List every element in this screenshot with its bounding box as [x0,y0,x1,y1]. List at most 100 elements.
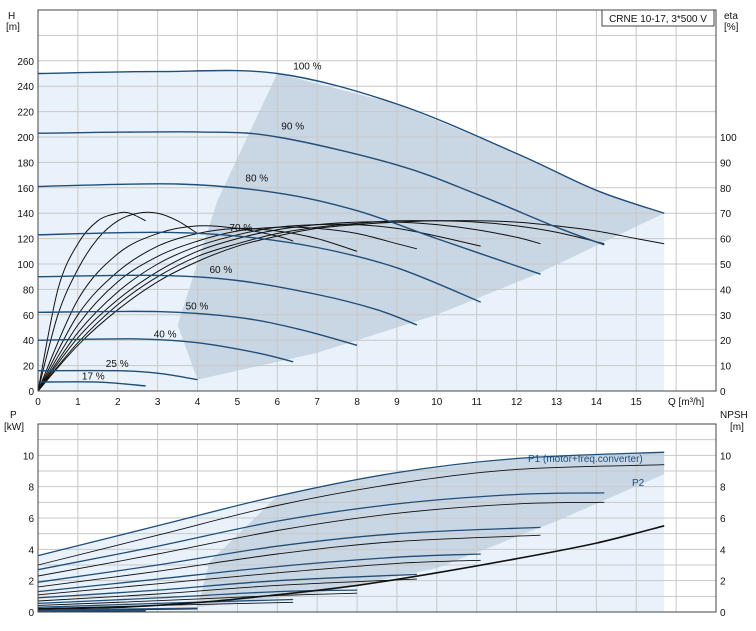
chart-title: CRNE 10-17, 3*500 V [609,14,707,25]
operating-region [38,70,665,392]
npsh-tick-label: 0 [720,608,726,619]
x-tick-label: 0 [35,397,41,408]
head-curve-40 [37,338,294,363]
power-operating-shape [197,452,665,608]
head-grid [37,9,717,392]
head-curve-70 [37,231,481,303]
head-tick-label: 100 [17,260,34,271]
eta-tick-label: 100 [720,133,737,144]
head-curve-100 [37,69,665,214]
p1-curve-90 [37,492,605,571]
x-tick-label: 15 [631,397,643,408]
npsh-axis-label-line2: [m] [730,422,744,433]
speed-label: 100 % [293,62,321,73]
eta-tick-label: 20 [720,336,732,347]
eta-tick-label: 80 [720,184,732,195]
npsh-tick-label: 6 [720,514,726,525]
npsh-tick-label: 2 [720,577,726,588]
head-tick-label: 60 [23,311,35,322]
x-axis-label: Q [m³/h] [668,397,704,408]
head-tick-label: 160 [17,184,34,195]
head-plot-frame [37,9,717,392]
eta-tick-label: 10 [720,362,732,373]
head-tick-label: 40 [23,336,35,347]
npsh-axis-label-line1: NPSH [720,410,748,421]
power-npsh-panel: 0 2 4 6 8 10 0 2 4 6 8 10 P [kW] NPSH [m] P1 (motor… [4,410,748,619]
eta-tick-label: 70 [720,209,732,220]
head-tick-label: 80 [23,285,35,296]
x-tick-label: 2 [115,397,121,408]
head-axis-labels: 100 %90 %80 %70 %60 %50 %40 %25 %17 %0 1 2… [17,57,737,408]
speed-label: 50 % [186,302,209,313]
head-axis-label-line2: [m] [6,22,20,33]
eta-axis-label-line2: [%] [724,22,739,33]
power-tick-label: 6 [28,514,34,525]
p1-curve-100 [37,451,665,557]
power-axis-labels: 0 2 4 6 8 10 0 2 4 6 8 10 [23,451,732,619]
speed-label: 80 % [245,173,268,184]
power-tick-label: 10 [23,451,35,462]
efficiency-curve-60 [37,226,418,392]
x-tick-label: 10 [431,397,443,408]
speed-label: 40 % [154,330,177,341]
speed-label: 17 % [82,372,105,383]
head-tick-label: 20 [23,362,35,373]
head-curve-25 [37,369,198,381]
x-tick-label: 5 [235,397,241,408]
head-curve-80 [37,183,541,275]
x-tick-label: 11 [472,397,483,408]
speed-label: 70 % [229,223,252,234]
x-tick-label: 8 [354,397,360,408]
p1-curve-25 [37,607,198,611]
npsh-curve [37,525,665,610]
head-tick-label: 180 [17,158,34,169]
p1-series-label: P1 (motor+freq.converter) [528,454,643,465]
operating-region-shape [177,73,665,380]
head-tick-label: 200 [17,133,34,144]
power-axis-label-line1: P [10,410,17,421]
efficiency-curve-40 [37,225,294,392]
head-efficiency-panel: 100 %90 %80 %70 %60 %50 %40 %25 %17 %0 1 2… [6,9,739,408]
power-curves [37,451,665,612]
p1-curve-17 [37,609,146,612]
x-tick-label: 6 [275,397,281,408]
p2-curve-50 [37,592,358,606]
power-axis-label-line2: [kW] [4,422,24,433]
x-tick-label: 1 [75,397,81,408]
efficiency-curve-90 [37,220,605,392]
head-tick-label: 120 [17,235,34,246]
head-curve-50 [37,310,358,346]
power-tick-label: 2 [28,577,34,588]
head-curves [37,69,665,387]
eta-axis-label-line1: eta [724,11,738,22]
speed-label: 25 % [106,359,129,370]
speed-label: 90 % [281,121,304,132]
eta-tick-label: 90 [720,158,732,169]
eta-tick-label: 30 [720,311,732,322]
p1-curve-60 [37,573,417,599]
p2-curve-70 [37,559,481,596]
speed-label: 60 % [210,265,233,276]
head-axis-label-line1: H [8,11,15,22]
p1-curve-70 [37,553,481,593]
power-plot-frame [37,423,717,613]
p2-curve-90 [37,501,605,577]
p1-curve-40 [37,598,294,608]
x-tick-label: 12 [511,397,523,408]
power-operating-region [38,452,665,612]
head-tick-label: 260 [17,57,34,68]
head-curve-90 [37,131,605,246]
p1-curve-80 [37,526,541,583]
x-tick-label: 7 [314,397,320,408]
x-tick-label: 13 [551,397,563,408]
head-tick-label: 240 [17,82,34,93]
power-tick-label: 4 [28,545,34,556]
head-curve-17 [37,381,146,387]
x-tick-label: 4 [195,397,201,408]
power-tick-label: 0 [28,608,34,619]
efficiency-curve-17 [37,211,146,392]
npsh-tick-label: 10 [720,451,732,462]
npsh-tick-label: 4 [720,545,726,556]
eta-tick-label: 60 [720,235,732,246]
